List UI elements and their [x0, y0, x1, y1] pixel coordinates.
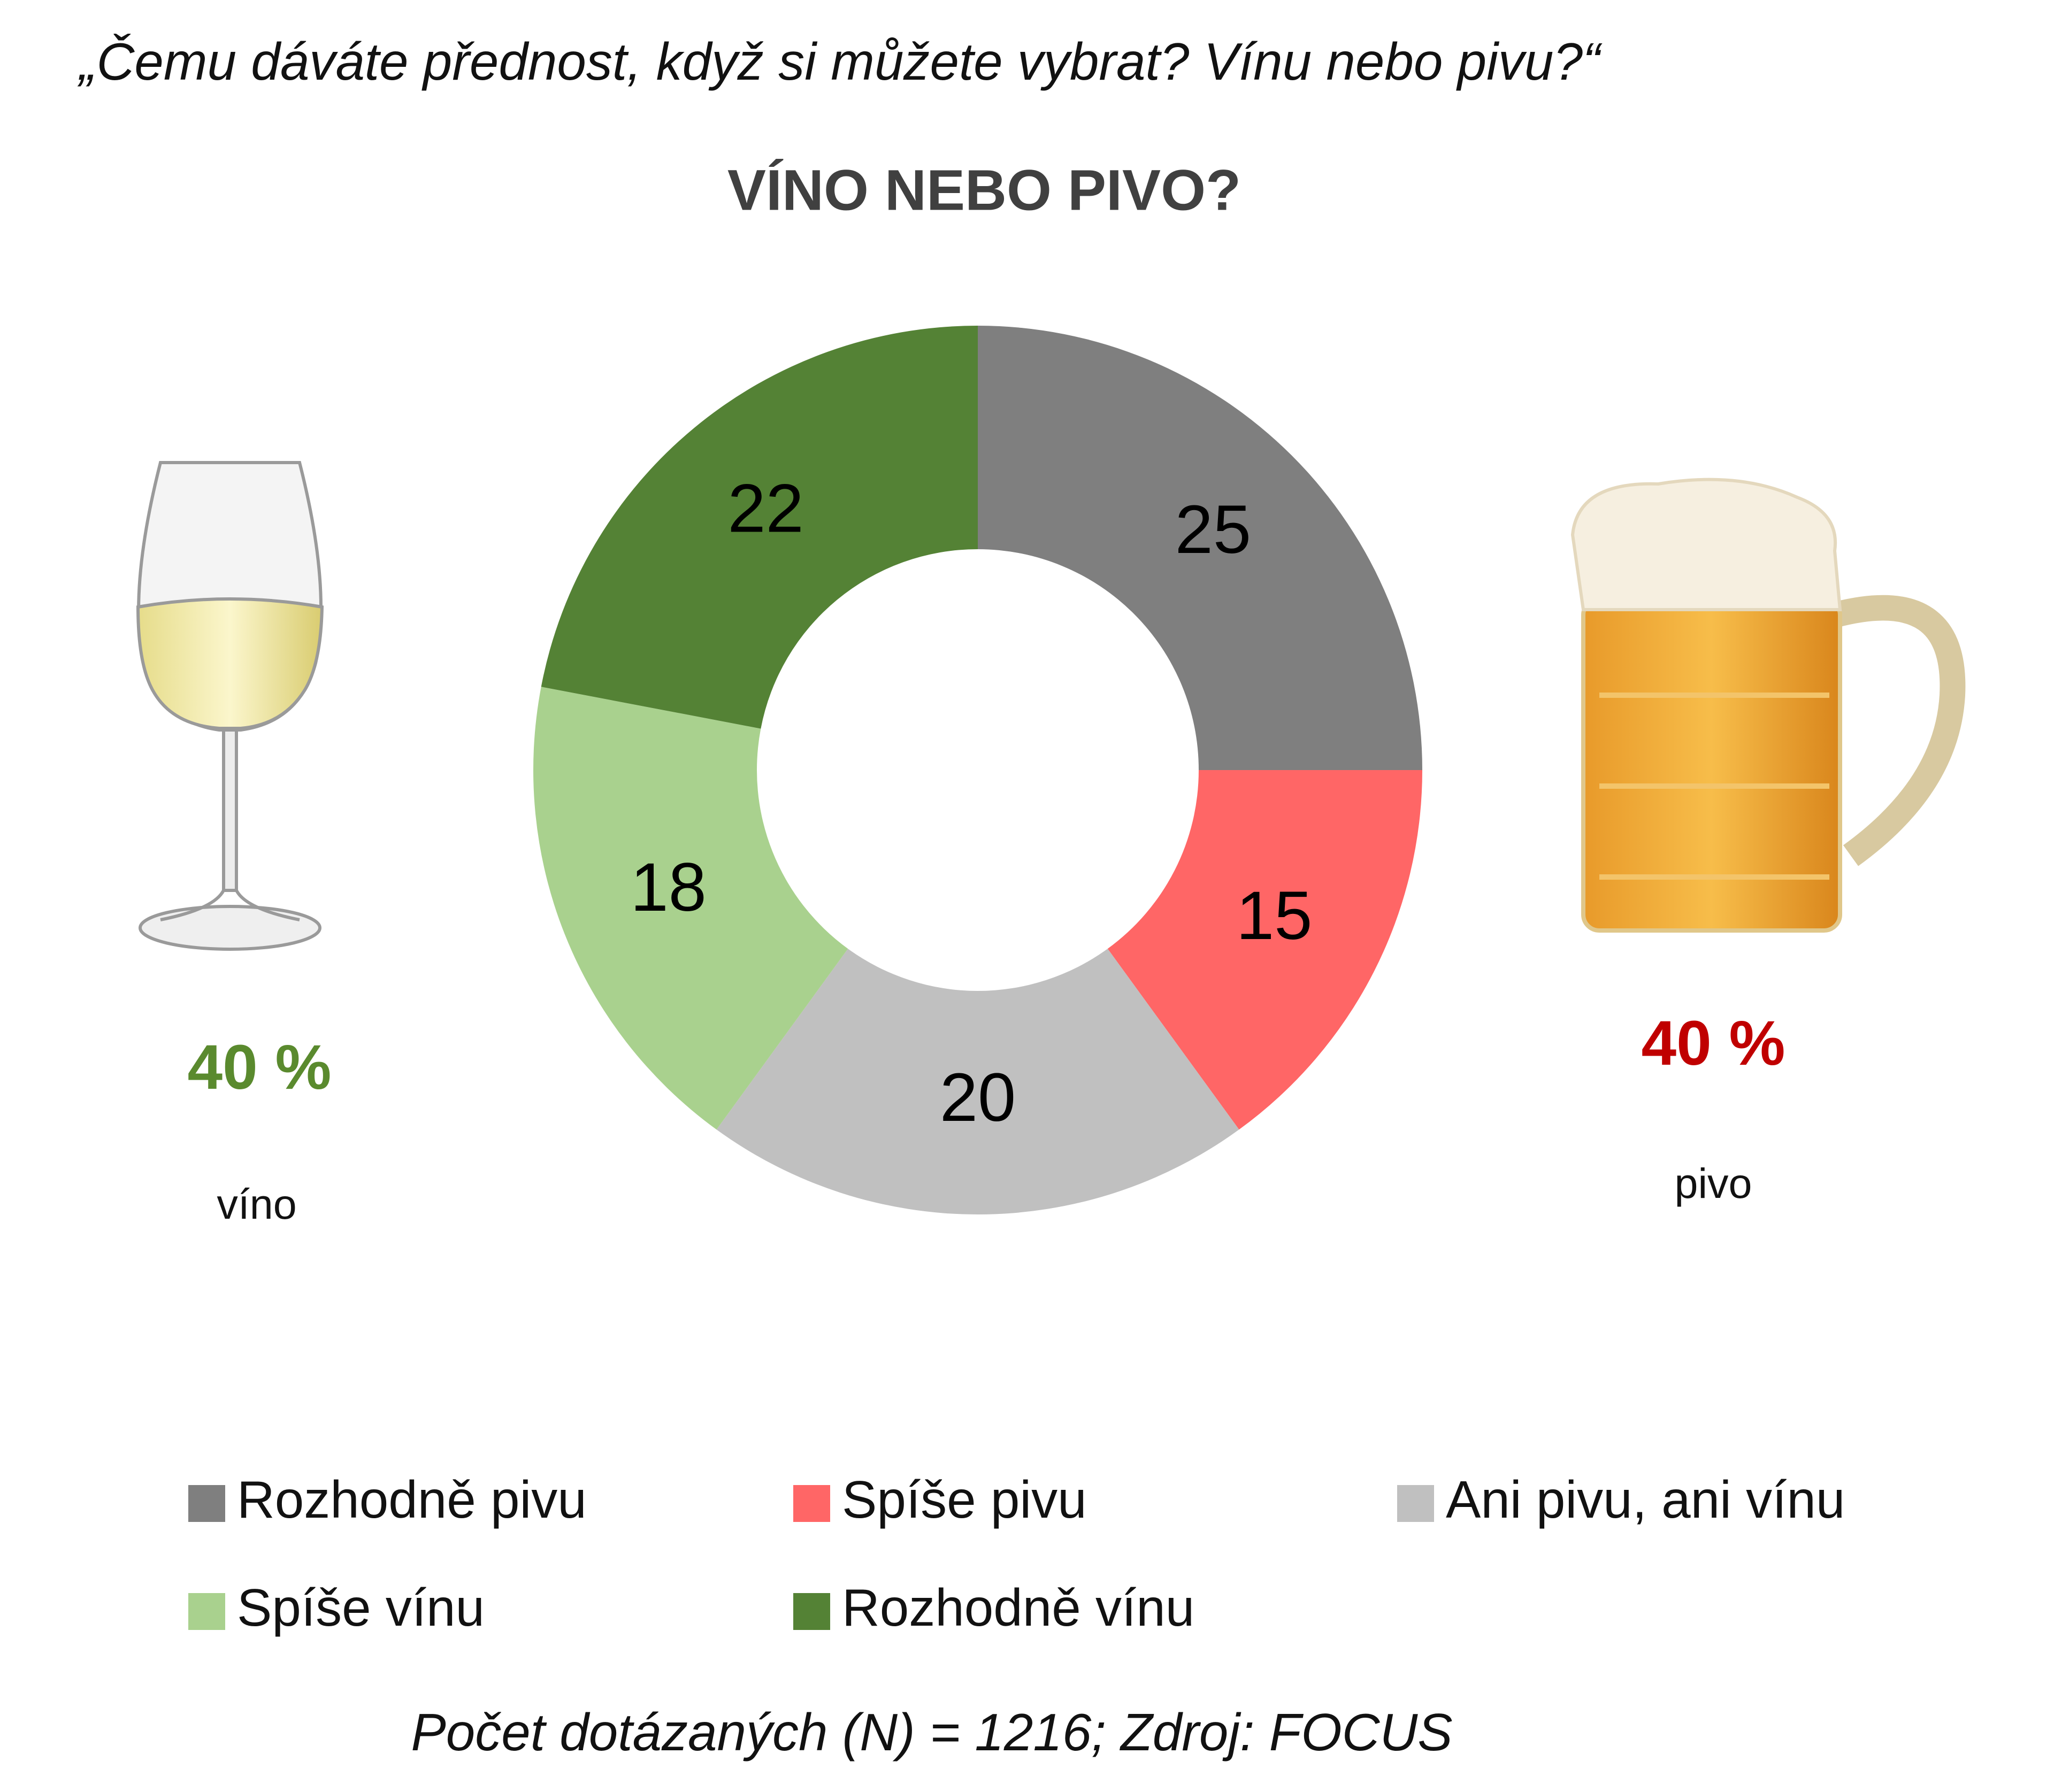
legend-swatch [188, 1593, 225, 1630]
data-label: 18 [630, 849, 706, 926]
wine-glass-icon [136, 461, 324, 951]
legend: Rozhodně pivu Spíše pivu Ani pivu, ani vín… [188, 1470, 1845, 1637]
legend-swatch [793, 1593, 830, 1630]
footnote: Počet dotázaných (N) = 1216; Zdroj: FOCU… [411, 1703, 1452, 1762]
data-label: 25 [1175, 491, 1251, 568]
legend-label: Ani pivu, ani vínu [1446, 1470, 1845, 1529]
legend-swatch [188, 1485, 225, 1522]
data-label: 20 [940, 1059, 1016, 1136]
beer-label: pivo [1675, 1159, 1752, 1207]
donut-segment [978, 326, 1422, 770]
subtitle: „Čemu dáváte přednost, když si můžete vy… [77, 32, 1603, 91]
donut: 25 15 20 18 22 [533, 326, 1422, 1214]
wine-share: 40 % [188, 1032, 332, 1103]
data-label: 15 [1236, 878, 1312, 954]
chart-title: VÍNO NEBO PIVO? [727, 158, 1241, 222]
legend-label: Spíše vínu [237, 1578, 485, 1637]
legend-label: Rozhodně pivu [237, 1470, 587, 1529]
legend-label: Rozhodně vínu [842, 1578, 1194, 1637]
beer-share: 40 % [1642, 1008, 1785, 1079]
legend-swatch [1397, 1485, 1434, 1522]
wine-label: víno [217, 1180, 296, 1228]
donut-segment [541, 326, 978, 729]
donut-segment [1107, 770, 1422, 1130]
data-label: 22 [727, 471, 803, 547]
legend-swatch [793, 1485, 830, 1522]
donut-segment [716, 949, 1239, 1214]
legend-label: Spíše pivu [842, 1470, 1087, 1529]
donut-segment [533, 687, 848, 1130]
beer-mug-icon [1570, 478, 1966, 933]
